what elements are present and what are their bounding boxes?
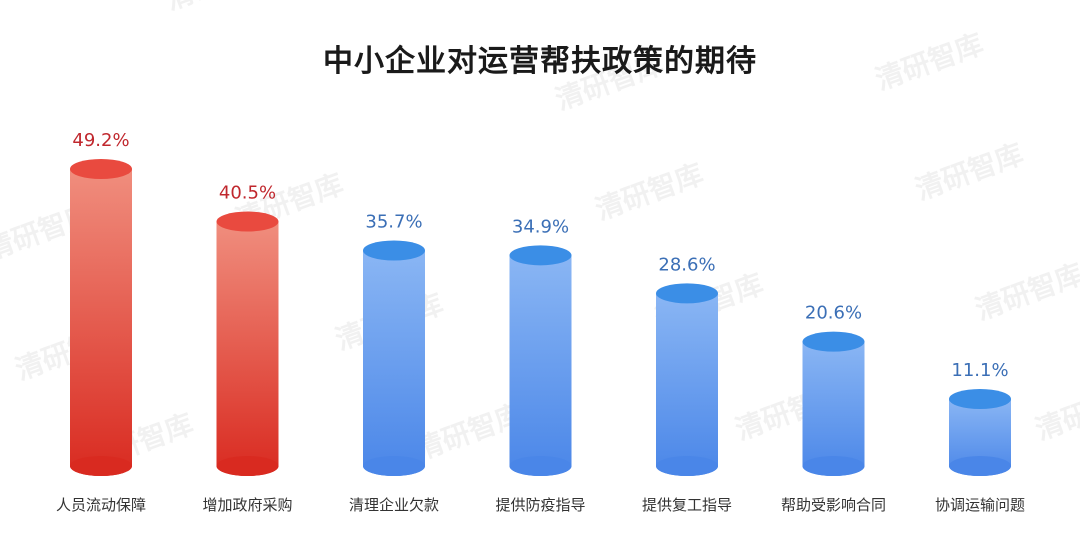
bar-base (363, 456, 425, 476)
value-label: 40.5% (219, 183, 276, 204)
watermark-text: 清研智库 (161, 0, 278, 17)
category-label: 人员流动保障 (56, 496, 146, 514)
bar-cap (70, 159, 132, 179)
bar-base (70, 456, 132, 476)
category-label: 增加政府采购 (202, 496, 292, 514)
watermark-text: 清研智库 (911, 137, 1028, 206)
value-label: 20.6% (805, 303, 862, 324)
bar-cap (363, 240, 425, 261)
bar-base (656, 456, 718, 476)
bars-layer: 49.2% 人员流动保障 40.5% 增加政府采购 35.7% 清理企业欠款 34.9% 提供… (56, 130, 1025, 514)
chart-title: 中小企业对运营帮扶政策的期待 (323, 44, 757, 79)
bar-cap (509, 245, 572, 266)
bar-base (949, 456, 1011, 476)
bar-body (363, 250, 425, 476)
bar-3 (363, 240, 425, 476)
watermark-text: 清研智库 (971, 257, 1080, 326)
value-label: 28.6% (658, 254, 715, 275)
bar-6 (802, 331, 865, 477)
value-label: 34.9% (512, 216, 569, 237)
category-label: 提供防疫指导 (495, 496, 585, 514)
bar-body (802, 341, 865, 477)
bar-5 (656, 283, 718, 476)
bar-body (216, 221, 279, 476)
bar-body (949, 398, 1011, 476)
bar-4 (509, 245, 572, 477)
bar-base (509, 456, 572, 476)
category-label: 提供复工指导 (642, 496, 732, 514)
value-label: 35.7% (365, 211, 422, 232)
bar-base (216, 456, 279, 476)
bar-1 (70, 159, 132, 476)
bar-cap (216, 211, 279, 232)
bar-body (656, 293, 718, 476)
bar-cap (802, 331, 865, 352)
value-label: 49.2% (72, 130, 129, 151)
bar-cap (949, 388, 1011, 409)
bar-body (70, 169, 132, 476)
watermark-text: 清研智库 (1031, 377, 1080, 446)
bar-body (509, 255, 572, 477)
bar-7 (949, 388, 1011, 476)
watermark-text: 清研智库 (591, 157, 708, 226)
category-label: 清理企业欠款 (349, 496, 439, 514)
bar-2 (216, 211, 279, 476)
category-label: 帮助受影响合同 (781, 496, 886, 514)
bar-base (802, 456, 865, 476)
value-label: 11.1% (951, 360, 1008, 381)
category-label: 协调运输问题 (935, 496, 1025, 514)
bar-cap (656, 283, 718, 304)
